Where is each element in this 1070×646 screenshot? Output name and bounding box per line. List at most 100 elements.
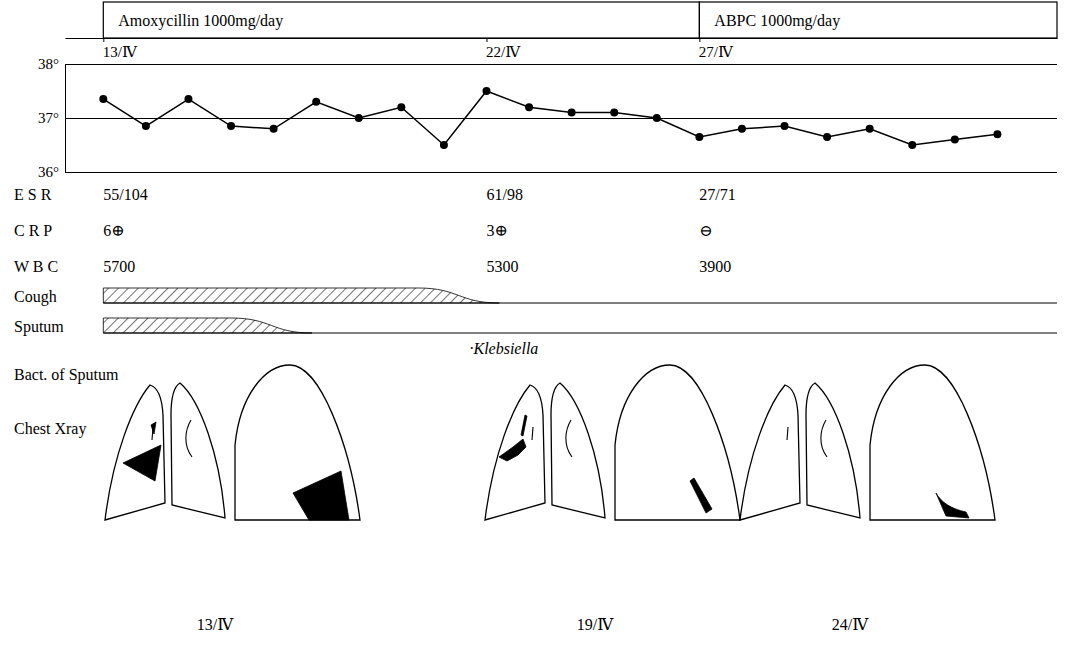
lab-value: 6⊕ xyxy=(103,222,124,239)
lung-outline xyxy=(615,365,740,520)
y-axis: 36° 37° 38° xyxy=(38,56,1057,180)
lab-name: E S R xyxy=(14,186,52,203)
y-tick-label: 37° xyxy=(38,110,59,126)
temperature-point xyxy=(312,98,320,106)
temperature-point xyxy=(440,141,448,149)
lung-outline xyxy=(740,385,800,520)
temperature-point xyxy=(781,122,789,130)
lung-outline xyxy=(551,383,605,518)
lung-marking xyxy=(787,427,788,440)
lab-value: 61/98 xyxy=(486,186,522,203)
temperature-point xyxy=(355,114,363,122)
temperature-point xyxy=(142,122,150,130)
temperature-point xyxy=(227,122,235,130)
bacteria: Bact. of Sputum ·Klebsiella xyxy=(14,340,538,384)
labs: E S R55/10461/9827/71C R P6⊕3⊕⊖W B C5700… xyxy=(14,186,736,275)
temperature-point xyxy=(397,103,405,111)
lung-outline xyxy=(171,383,225,518)
temperature-point xyxy=(99,95,107,103)
x-tick: 27/Ⅳ xyxy=(699,38,734,60)
y-tick: 38° xyxy=(38,56,1057,72)
medication-label: Amoxycillin 1000mg/day xyxy=(118,12,283,30)
chart-svg: Amoxycillin 1000mg/day ABPC 1000mg/day 13/… xyxy=(0,0,1070,646)
y-tick: 36° xyxy=(38,164,1057,180)
lesion xyxy=(123,445,161,481)
temperature-point xyxy=(993,130,1001,138)
lesion xyxy=(293,471,349,520)
lesion xyxy=(499,439,526,461)
lesion xyxy=(936,493,969,518)
xray-panel xyxy=(105,365,360,520)
temperature-point xyxy=(270,125,278,133)
xray-label: Chest Xray xyxy=(14,420,86,438)
lab-name: W B C xyxy=(14,258,58,275)
x-tick-label: 13/Ⅳ xyxy=(103,44,138,60)
temperature-point xyxy=(653,114,661,122)
lab-value: 55/104 xyxy=(103,186,147,203)
lung-outline xyxy=(806,383,860,518)
lab-value: 3⊕ xyxy=(486,222,507,239)
medication-label: ABPC 1000mg/day xyxy=(714,12,840,30)
bacteria-result: ·Klebsiella xyxy=(469,340,538,357)
y-tick-label: 38° xyxy=(38,56,59,72)
temperature-point xyxy=(184,95,192,103)
temperature-point xyxy=(610,109,618,117)
lung-marking xyxy=(821,420,827,457)
chart-root: Amoxycillin 1000mg/day ABPC 1000mg/day 13/… xyxy=(0,0,1070,646)
temperature-point xyxy=(568,109,576,117)
symptom-labels: CoughSputum xyxy=(14,288,64,336)
medications: Amoxycillin 1000mg/day ABPC 1000mg/day xyxy=(103,2,1057,38)
lesion xyxy=(690,478,712,513)
symptom-baseline xyxy=(103,303,1057,304)
grid-line xyxy=(65,64,1057,65)
x-axis: 13/Ⅳ 22/Ⅳ 27/Ⅳ xyxy=(66,38,1058,60)
lesion xyxy=(521,415,527,436)
x-axis-line xyxy=(66,38,1058,39)
lab-value: 5700 xyxy=(103,258,135,275)
temperature-point xyxy=(951,136,959,144)
lung-outline xyxy=(235,365,360,520)
temperature-point xyxy=(525,103,533,111)
x-tick-label: 22/Ⅳ xyxy=(486,44,521,60)
lung-outline xyxy=(105,385,165,520)
temperature-point xyxy=(866,125,874,133)
bacteria-label: Bact. of Sputum xyxy=(14,366,119,384)
symptom-name: Cough xyxy=(14,288,57,306)
lung-outline xyxy=(485,385,545,520)
symptom-band xyxy=(103,318,312,333)
chest-xray: Chest Xray 13/Ⅳ 19/Ⅳ 24/Ⅳ xyxy=(14,365,995,633)
temperature-point xyxy=(695,133,703,141)
temperature-point xyxy=(823,133,831,141)
lung-marking xyxy=(532,427,533,440)
grid-line xyxy=(65,172,1057,173)
lung-outline xyxy=(870,365,995,520)
symptom-band xyxy=(103,288,499,303)
lung-marking xyxy=(566,420,572,457)
y-tick-label: 36° xyxy=(38,164,59,180)
symptoms xyxy=(103,288,1057,333)
y-tick: 37° xyxy=(38,110,1057,126)
x-tick-label: 27/Ⅳ xyxy=(699,44,734,60)
plot-area xyxy=(99,87,1001,149)
xray-date: 19/Ⅳ xyxy=(577,616,614,633)
medication-bar xyxy=(699,2,1057,38)
lab-name: C R P xyxy=(14,222,52,239)
x-tick-mark xyxy=(486,38,487,42)
grid-line xyxy=(65,118,1057,119)
temperature-line xyxy=(103,91,997,145)
lab-value: 5300 xyxy=(486,258,518,275)
xray-date: 24/Ⅳ xyxy=(832,616,869,633)
x-tick-mark xyxy=(103,38,104,42)
xray-date: 13/Ⅳ xyxy=(197,616,234,633)
lung-marking xyxy=(186,420,192,457)
lab-value: ⊖ xyxy=(699,222,712,239)
x-tick-mark xyxy=(699,38,700,42)
symptom-baseline xyxy=(103,333,1057,334)
xray-panel xyxy=(740,365,995,520)
temperature-point xyxy=(482,87,490,95)
temperature-point xyxy=(908,141,916,149)
xray-panel xyxy=(485,365,740,520)
medication-bar xyxy=(103,2,699,38)
temperature-point xyxy=(738,125,746,133)
lab-value: 3900 xyxy=(699,258,731,275)
